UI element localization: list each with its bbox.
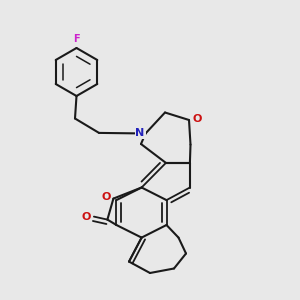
Text: F: F <box>73 34 80 44</box>
Text: O: O <box>193 113 202 124</box>
Text: N: N <box>136 128 145 139</box>
Text: O: O <box>101 192 111 202</box>
Text: O: O <box>82 212 91 222</box>
